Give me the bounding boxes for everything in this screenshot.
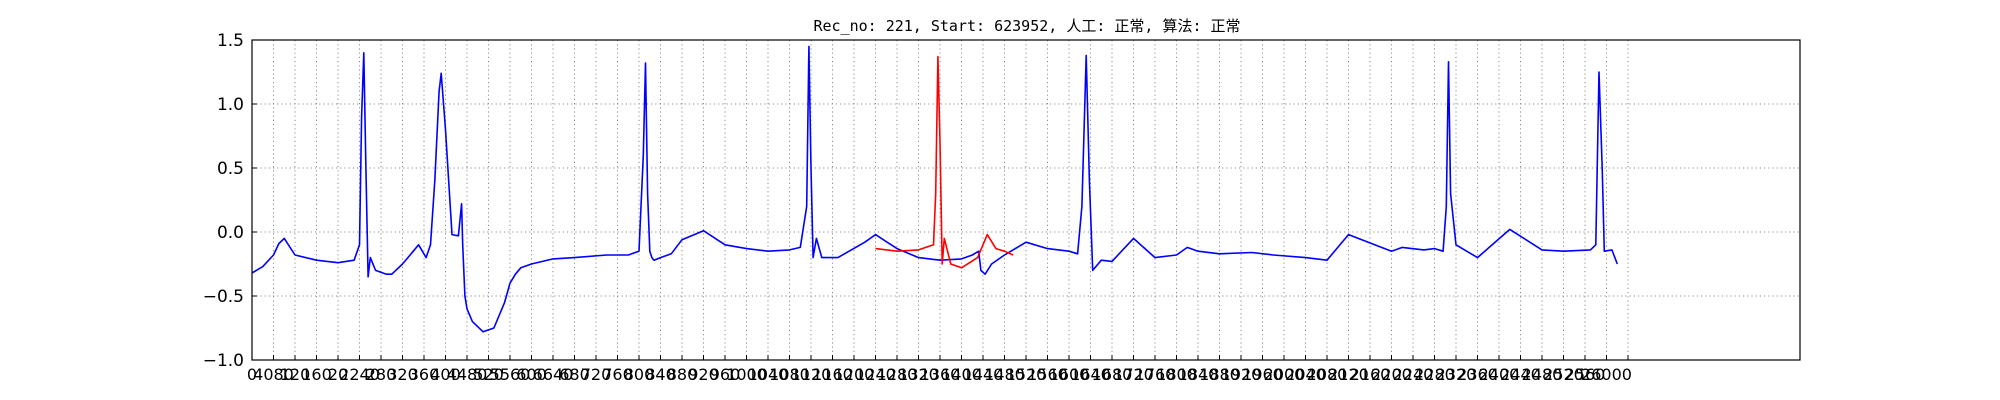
y-tick-label: 0.0 [217, 223, 244, 243]
x-tick-label: 2360 [1457, 365, 1498, 384]
y-tick-label: −1.0 [203, 351, 244, 371]
x-tick-label: 6640 [533, 365, 574, 384]
x-tick-label: 1360 [920, 365, 961, 384]
x-tick-label: 1720 [1113, 365, 1154, 384]
x-tick-label: 26000 [1581, 365, 1632, 384]
x-tick-label: 2400 [1479, 365, 1520, 384]
chart-title: Rec_no: 221, Start: 623952, 人工: 正常, 算法: … [813, 17, 1240, 35]
x-tick-label: 400 [430, 365, 461, 384]
x-tick-label: 1080 [769, 365, 810, 384]
x-tick-label: 2200 [1371, 365, 1412, 384]
x-tick-label: 1800 [1156, 365, 1197, 384]
x-tick-label: 1960 [1242, 365, 1283, 384]
x-tick-label: 1280 [877, 365, 918, 384]
x-tick-label: 2000 [1264, 365, 1305, 384]
x-tick-label: 2040 [1285, 365, 1326, 384]
x-tick-label: 2240 [339, 365, 380, 384]
y-tick-label: 0.5 [217, 159, 244, 179]
x-tick-label: 920 [688, 365, 719, 384]
x-tick-label: 1480 [984, 365, 1025, 384]
x-tick-label: 1680 [1092, 365, 1133, 384]
x-tick-label: 160 [301, 365, 332, 384]
x-tick-label: 1560 [1027, 365, 1068, 384]
x-tick-label: 1640 [1070, 365, 1111, 384]
x-tick-label: 960 [710, 365, 741, 384]
x-tick-label: 360 [409, 365, 440, 384]
x-tick-label: 2480 [1522, 365, 1563, 384]
x-tick-label: 1520 [1006, 365, 1047, 384]
x-tick-label: 1400 [941, 365, 982, 384]
x-tick-label: 0 [247, 365, 257, 384]
x-tick-label: 2080 [1307, 365, 1348, 384]
x-tick-label: 1200 [834, 365, 875, 384]
x-tick-label: 880 [667, 365, 698, 384]
x-tick-label: 1160 [812, 365, 853, 384]
x-tick-label: 320 [387, 365, 418, 384]
series-lines [251, 45, 1619, 333]
x-tick-label: 1000 [726, 365, 767, 384]
x-tick-label: 20 [328, 365, 348, 384]
x-tick-label: 840 [645, 365, 676, 384]
x-tick-label: 2560 [1565, 365, 1606, 384]
x-tick-label: 2520 [1543, 365, 1584, 384]
x-tick-label: 720 [581, 365, 612, 384]
y-tick-label: 1.5 [217, 31, 244, 51]
x-tick-label: 1240 [855, 365, 896, 384]
x-tick-label: 680 [559, 365, 590, 384]
x-tick-label: 5560 [490, 365, 531, 384]
x-tick-label: 4080 [253, 365, 294, 384]
x-tick-label: 760 [602, 365, 633, 384]
x-tick-label: 2280 [1414, 365, 1455, 384]
y-tick-label: 1.0 [217, 95, 244, 115]
x-tick-label: 2120 [1328, 365, 1369, 384]
x-tick-label: 1320 [898, 365, 939, 384]
y-tick-label: −0.5 [203, 287, 244, 307]
x-tick-label: 1840 [1178, 365, 1219, 384]
x-tick-label: 4480 [447, 365, 488, 384]
highlighted-beat-line [875, 55, 1014, 269]
x-tick-label: 2320 [1436, 365, 1477, 384]
x-tick-label: 1120 [791, 365, 832, 384]
x-tick-label: 1040 [748, 365, 789, 384]
x-tick-label: 600 [516, 365, 547, 384]
x-tick-label: 2240 [1393, 365, 1434, 384]
x-tick-label: 1600 [1049, 365, 1090, 384]
ecg-trace-line [251, 45, 1619, 333]
x-tick-label: 1920 [1221, 365, 1262, 384]
grid-lines [251, 39, 1800, 361]
x-tick-label: 120 [280, 365, 311, 384]
axis-ticks: 0408012016020224028032036040044805205560… [203, 31, 1632, 384]
x-tick-label: 2440 [1500, 365, 1541, 384]
x-tick-label: 1880 [1199, 365, 1240, 384]
x-tick-label: 1760 [1135, 365, 1176, 384]
x-tick-label: 520 [473, 365, 504, 384]
x-tick-label: 800 [624, 365, 655, 384]
x-tick-label: 1440 [963, 365, 1004, 384]
x-tick-label: 280 [366, 365, 397, 384]
x-tick-label: 2160 [1350, 365, 1391, 384]
